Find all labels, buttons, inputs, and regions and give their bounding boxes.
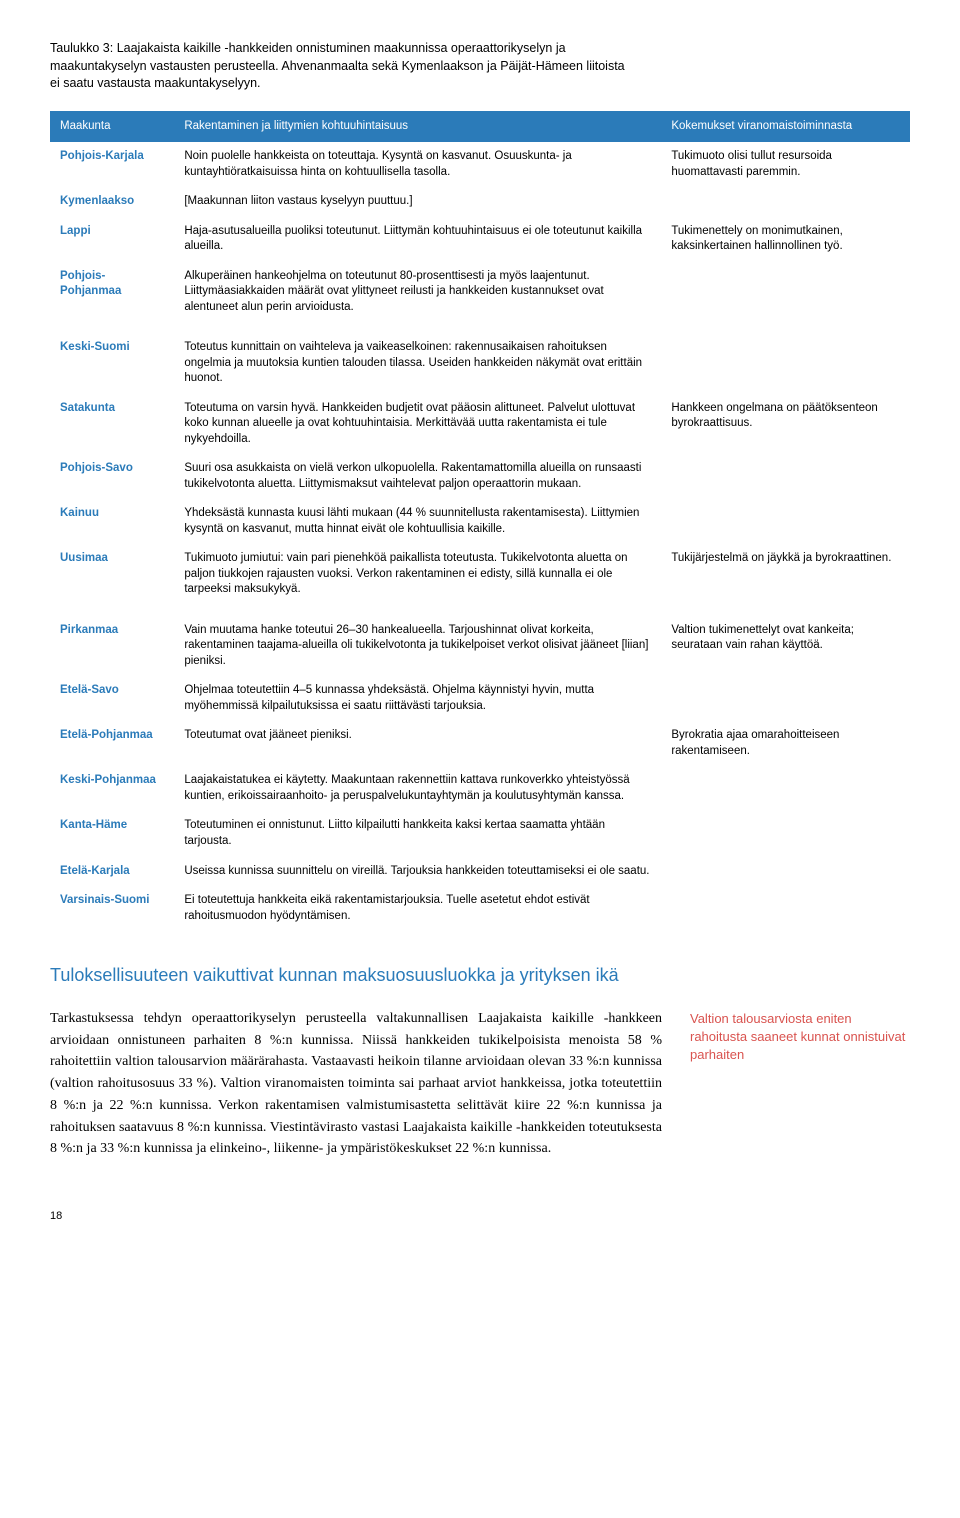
cell-rakentaminen: Toteutumat ovat jääneet pieniksi. <box>174 721 661 766</box>
table-row: Etelä-PohjanmaaToteutumat ovat jääneet p… <box>50 721 910 766</box>
cell-maakunta: Satakunta <box>50 394 174 455</box>
cell-rakentaminen: Alkuperäinen hankeohjelma on toteutunut … <box>174 262 661 323</box>
table-row: SatakuntaToteutuma on varsin hyvä. Hankk… <box>50 394 910 455</box>
cell-kokemukset: Valtion tukimenettelyt ovat kankeita; se… <box>661 605 910 677</box>
cell-kokemukset <box>661 811 910 856</box>
cell-maakunta: Keski-Suomi <box>50 322 174 394</box>
cell-rakentaminen: Laajakaistatukea ei käytetty. Maakuntaan… <box>174 766 661 811</box>
table-row: Pohjois-SavoSuuri osa asukkaista on viel… <box>50 454 910 499</box>
cell-rakentaminen: Tukimuoto jumiutui: vain pari pienehköä … <box>174 544 661 605</box>
table-row: KainuuYhdeksästä kunnasta kuusi lähti mu… <box>50 499 910 544</box>
cell-kokemukset <box>661 454 910 499</box>
table-row: Kymenlaakso[Maakunnan liiton vastaus kys… <box>50 187 910 217</box>
col-header-maakunta: Maakunta <box>50 111 174 143</box>
cell-rakentaminen: Noin puolelle hankkeista on toteuttaja. … <box>174 142 661 187</box>
cell-maakunta: Kainuu <box>50 499 174 544</box>
cell-maakunta: Varsinais-Suomi <box>50 886 174 931</box>
col-header-rakentaminen: Rakentaminen ja liittymien kohtuuhintais… <box>174 111 661 143</box>
cell-kokemukset: Byrokratia ajaa omarahoitteiseen rakenta… <box>661 721 910 766</box>
cell-rakentaminen: Ohjelmaa toteutettiin 4–5 kunnassa yhdek… <box>174 676 661 721</box>
results-table: Maakunta Rakentaminen ja liittymien koht… <box>50 111 910 932</box>
cell-kokemukset <box>661 499 910 544</box>
cell-rakentaminen: Toteutuma on varsin hyvä. Hankkeiden bud… <box>174 394 661 455</box>
cell-kokemukset <box>661 857 910 887</box>
table-row: Kanta-HämeToteutuminen ei onnistunut. Li… <box>50 811 910 856</box>
table-row: Etelä-SavoOhjelmaa toteutettiin 4–5 kunn… <box>50 676 910 721</box>
body-paragraph: Tarkastuksessa tehdyn operaattorikyselyn… <box>50 1008 662 1160</box>
section-subhead: Tuloksellisuuteen vaikuttivat kunnan mak… <box>50 965 910 986</box>
cell-maakunta: Pohjois-Pohjanmaa <box>50 262 174 323</box>
cell-rakentaminen: Toteutuminen ei onnistunut. Liitto kilpa… <box>174 811 661 856</box>
cell-maakunta: Etelä-Karjala <box>50 857 174 887</box>
cell-kokemukset: Tukijärjestelmä on jäykkä ja byrokraatti… <box>661 544 910 605</box>
cell-rakentaminen: Vain muutama hanke toteutui 26–30 hankea… <box>174 605 661 677</box>
cell-kokemukset <box>661 676 910 721</box>
cell-maakunta: Etelä-Savo <box>50 676 174 721</box>
cell-rakentaminen: Toteutus kunnittain on vaihteleva ja vai… <box>174 322 661 394</box>
cell-rakentaminen: Ei toteutettuja hankkeita eikä rakentami… <box>174 886 661 931</box>
cell-maakunta: Pirkanmaa <box>50 605 174 677</box>
cell-rakentaminen: [Maakunnan liiton vastaus kyselyyn puutt… <box>174 187 661 217</box>
cell-maakunta: Lappi <box>50 217 174 262</box>
cell-kokemukset <box>661 262 910 323</box>
cell-maakunta: Kymenlaakso <box>50 187 174 217</box>
table-row: Pohjois-KarjalaNoin puolelle hankkeista … <box>50 142 910 187</box>
table-row: LappiHaja-asutusalueilla puoliksi toteut… <box>50 217 910 262</box>
table-row: Varsinais-SuomiEi toteutettuja hankkeita… <box>50 886 910 931</box>
cell-kokemukset <box>661 187 910 217</box>
table-row: Keski-SuomiToteutus kunnittain on vaihte… <box>50 322 910 394</box>
table-row: Keski-PohjanmaaLaajakaistatukea ei käyte… <box>50 766 910 811</box>
cell-rakentaminen: Haja-asutusalueilla puoliksi toteutunut.… <box>174 217 661 262</box>
cell-maakunta: Pohjois-Karjala <box>50 142 174 187</box>
cell-maakunta: Uusimaa <box>50 544 174 605</box>
page-number: 18 <box>50 1210 910 1222</box>
cell-rakentaminen: Yhdeksästä kunnasta kuusi lähti mukaan (… <box>174 499 661 544</box>
cell-maakunta: Keski-Pohjanmaa <box>50 766 174 811</box>
cell-kokemukset: Tukimuoto olisi tullut resursoida huomat… <box>661 142 910 187</box>
cell-maakunta: Etelä-Pohjanmaa <box>50 721 174 766</box>
cell-maakunta: Kanta-Häme <box>50 811 174 856</box>
table-row: PirkanmaaVain muutama hanke toteutui 26–… <box>50 605 910 677</box>
cell-kokemukset: Tukimenettely on monimutkainen, kaksinke… <box>661 217 910 262</box>
cell-kokemukset <box>661 886 910 931</box>
cell-kokemukset: Hankkeen ongelmana on päätöksenteon byro… <box>661 394 910 455</box>
cell-rakentaminen: Useissa kunnissa suunnittelu on vireillä… <box>174 857 661 887</box>
table-caption: Taulukko 3: Laajakaista kaikille -hankke… <box>50 40 630 93</box>
col-header-kokemukset: Kokemukset viranomaistoiminnasta <box>661 111 910 143</box>
cell-maakunta: Pohjois-Savo <box>50 454 174 499</box>
cell-kokemukset <box>661 766 910 811</box>
margin-note: Valtion talousarviosta eniten rahoitusta… <box>690 1008 910 1160</box>
table-row: Pohjois-PohjanmaaAlkuperäinen hankeohjel… <box>50 262 910 323</box>
cell-rakentaminen: Suuri osa asukkaista on vielä verkon ulk… <box>174 454 661 499</box>
cell-kokemukset <box>661 322 910 394</box>
table-row: UusimaaTukimuoto jumiutui: vain pari pie… <box>50 544 910 605</box>
table-row: Etelä-KarjalaUseissa kunnissa suunnittel… <box>50 857 910 887</box>
